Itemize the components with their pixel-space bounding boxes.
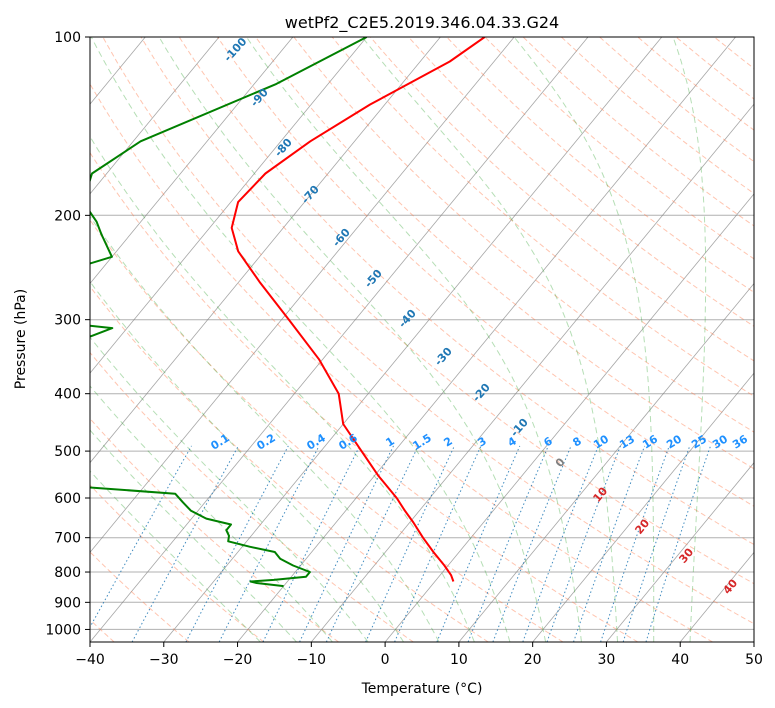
dry-adiabat xyxy=(90,219,564,642)
x-tick-label: −20 xyxy=(223,652,253,668)
dry-adiabat xyxy=(90,551,190,642)
x-axis-label: Temperature (°C) xyxy=(361,681,483,697)
y-tick-label: 100 xyxy=(54,30,81,46)
y-tick-label: 500 xyxy=(54,444,81,460)
isotherm-line xyxy=(237,37,736,642)
dry-adiabat xyxy=(331,37,754,397)
moist-adiabat xyxy=(513,37,655,642)
moist-adiabat xyxy=(90,215,440,642)
moist-adiabat xyxy=(90,37,511,642)
isotherm-line xyxy=(458,282,754,642)
x-tick-label: −30 xyxy=(149,652,179,668)
moist-adiabat xyxy=(158,37,547,642)
dry-adiabat xyxy=(90,351,414,642)
dewpoint-profile-line xyxy=(90,37,368,588)
dry-adiabat xyxy=(90,484,265,642)
y-tick-label: 400 xyxy=(54,387,81,403)
dry-adiabat xyxy=(90,417,339,642)
y-tick-label: 800 xyxy=(54,565,81,581)
isotherm-line xyxy=(384,193,754,642)
x-tick-label: 40 xyxy=(671,652,689,668)
y-tick-label: 700 xyxy=(54,531,81,547)
x-tick-label: 20 xyxy=(524,652,542,668)
mixing-ratio-line xyxy=(645,445,712,642)
isotherm-line xyxy=(532,372,754,642)
x-tick-label: 0 xyxy=(381,652,390,668)
isotherm-line xyxy=(163,37,663,642)
y-tick-label: 600 xyxy=(54,491,81,507)
moist-adiabat xyxy=(672,37,707,642)
moist-adiabat xyxy=(246,37,582,642)
chart-title: wetPf2_C2E5.2019.346.04.33.G24 xyxy=(285,13,559,33)
x-tick-label: 10 xyxy=(450,652,468,668)
x-tick-label: −40 xyxy=(75,652,105,668)
dry-adiabat xyxy=(102,37,754,625)
dry-adiabat xyxy=(408,37,754,327)
y-tick-label: 1000 xyxy=(45,622,81,638)
moist-adiabat xyxy=(90,385,333,642)
mixing-ratio-line xyxy=(299,445,394,642)
moist-adiabat xyxy=(90,470,261,642)
dry-adiabat xyxy=(90,151,639,642)
isotherm-line xyxy=(90,37,220,195)
dry-adiabat xyxy=(216,37,754,507)
mixing-ratio-line xyxy=(218,445,320,642)
mixing-ratio-line xyxy=(622,445,691,642)
y-tick-label: 300 xyxy=(54,313,81,329)
mixing-ratio-line xyxy=(90,445,192,629)
mixing-ratio-line xyxy=(600,445,670,642)
mixing-ratio-line xyxy=(573,445,646,642)
dry-adiabat xyxy=(178,37,754,546)
x-tick-label: −10 xyxy=(297,652,327,668)
isotherm-line xyxy=(90,37,441,464)
dry-adiabat xyxy=(293,37,754,433)
moist-adiabat xyxy=(90,280,405,642)
dry-adiabat xyxy=(90,285,489,642)
mixing-ratio-line xyxy=(394,445,482,642)
dry-adiabat xyxy=(140,37,754,585)
mixing-ratio-line xyxy=(522,445,599,642)
isotherm-line xyxy=(606,462,754,642)
moist-adiabat xyxy=(90,429,297,642)
moist-adiabat xyxy=(90,135,475,642)
y-axis-label: Pressure (hPa) xyxy=(13,289,29,389)
temperature-profile-line xyxy=(230,37,486,582)
mixing-ratio-line xyxy=(546,445,621,642)
y-tick-label: 200 xyxy=(54,208,81,224)
dry-adiabat xyxy=(446,37,754,293)
isotherm-line xyxy=(310,103,754,642)
y-tick-label: 900 xyxy=(54,595,81,611)
isotherm-line xyxy=(90,37,368,374)
x-tick-label: 30 xyxy=(598,652,616,668)
x-tick-label: 50 xyxy=(745,652,763,668)
mixing-ratio-line xyxy=(262,445,361,642)
plot-frame xyxy=(89,36,755,643)
isotherm-line xyxy=(90,37,294,285)
isotherm-line xyxy=(90,37,589,642)
moist-adiabat xyxy=(90,336,369,642)
dry-adiabat xyxy=(90,83,713,642)
isotherm-line xyxy=(90,37,515,553)
